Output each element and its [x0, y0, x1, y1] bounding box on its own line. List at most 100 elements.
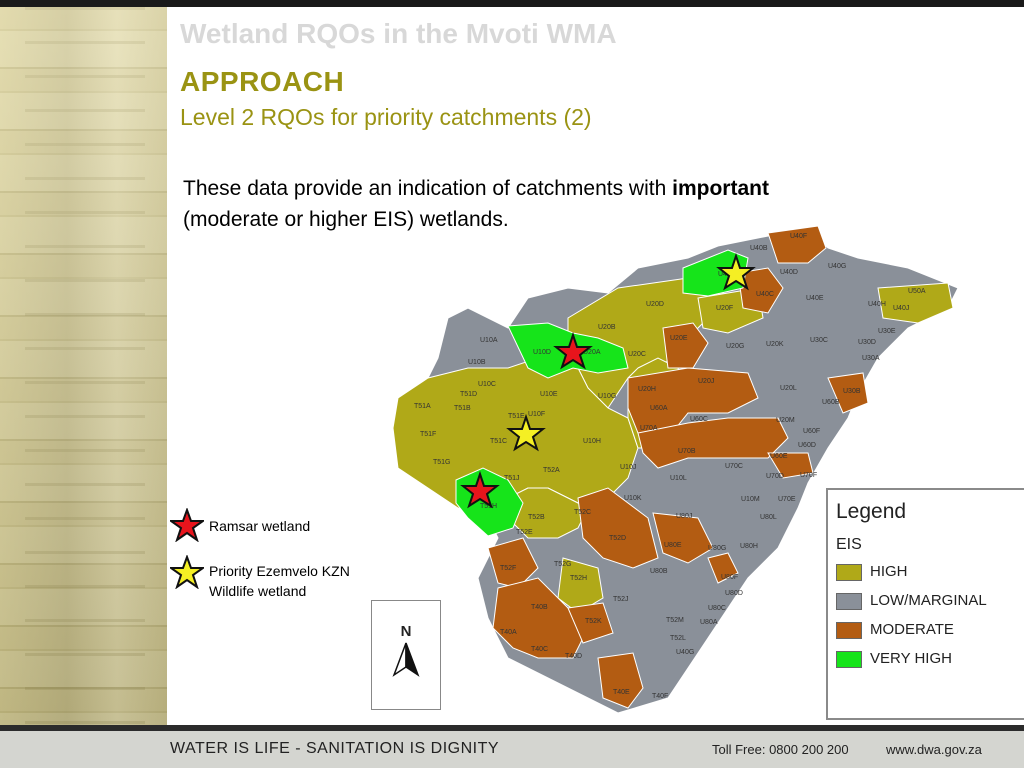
catchment-label-t51h: T51H: [480, 503, 497, 510]
catchment-label-t40c: T40C: [531, 646, 548, 653]
catchment-label-u30a: U30A: [862, 355, 880, 362]
catchment-label-u40g: U40G: [676, 649, 694, 656]
catchment-label-t51f: T51F: [420, 431, 436, 438]
catchment-label-t51e: T51E: [508, 413, 525, 420]
catchment-label-u40e: U40E: [806, 295, 824, 302]
catchment-label-u10k: U10K: [624, 495, 642, 502]
catchment-label-u10m: U10M: [741, 496, 760, 503]
catchment-label-u10d: U10D: [533, 349, 551, 356]
region-moderate-u20e: [662, 322, 709, 369]
catchment-label-u20l: U20L: [780, 385, 797, 392]
catchment-label-u10a: U10A: [480, 337, 498, 344]
region-moderate-u30b: [827, 372, 869, 414]
catchment-label-u60e: U60E: [770, 453, 788, 460]
catchment-label-u80h: U80H: [740, 543, 758, 550]
region-high-u50a: [877, 282, 954, 324]
catchment-label-u20b: U20B: [598, 324, 616, 331]
legend-subtitle: EIS: [836, 536, 862, 553]
catchment-label-t52l: T52L: [670, 635, 686, 642]
ramsar-star-t51h: [460, 470, 500, 509]
legend-swatch-moderate: [836, 622, 862, 639]
catchment-label-u80a: U80A: [700, 619, 718, 626]
catchment-label-t52h: T52H: [570, 575, 587, 582]
catchment-label-u60b: U60B: [822, 399, 840, 406]
catchment-label-u20e: U20E: [670, 335, 688, 342]
region-moderate-u80f: [707, 552, 739, 584]
catchment-label-t51d: T51D: [460, 391, 477, 398]
catchment-label-u20f: U20F: [716, 305, 733, 312]
region-moderate-t40e: [597, 652, 644, 709]
body-text-part2: (moderate or higher EIS) wetlands.: [183, 208, 509, 231]
catchment-label-u10f: U10F: [528, 411, 545, 418]
catchment-label-u60c: U60C: [690, 416, 708, 423]
slide-subheading: Level 2 RQOs for priority catchments (2): [180, 104, 592, 130]
footer-website: www.dwa.gov.za: [886, 742, 982, 757]
catchment-label-u10c: U10C: [478, 381, 496, 388]
catchment-label-u80b: U80B: [650, 568, 668, 575]
catchment-label-u80j: U80J: [676, 513, 692, 520]
catchment-label-u80e: U80E: [664, 542, 682, 549]
catchment-label-u70b: U70B: [678, 448, 696, 455]
catchment-label-u80c: U80C: [708, 605, 726, 612]
priority-label-line1: Priority Ezemvelo KZN: [209, 563, 350, 579]
catchment-label-u20c: U20C: [628, 351, 646, 358]
catchment-label-u80d: U80D: [725, 590, 743, 597]
catchment-label-u80l: U80L: [760, 514, 777, 521]
catchment-label-u50a: U50A: [908, 288, 926, 295]
body-text: These data provide an indication of catc…: [183, 173, 923, 235]
catchment-label-u20g: U20G: [726, 343, 744, 350]
pillar-texture: [25, 7, 145, 725]
footer-bar: [0, 725, 1024, 768]
map-legend: Legend EIS HIGH LOW/MARGINAL MODERATE VE…: [826, 488, 1024, 720]
catchment-label-u40g: U40G: [828, 263, 846, 270]
catchment-label-u70f: U70F: [800, 472, 817, 479]
panel-shade: [0, 7, 167, 725]
region-moderate-t52cd: [577, 487, 659, 569]
catchment-label-u20k: U20K: [766, 341, 784, 348]
catchment-label-t40b: T40B: [531, 604, 548, 611]
catchment-label-u80g: U80G: [708, 545, 726, 552]
body-text-part1: These data provide an indication of catc…: [183, 177, 673, 200]
legend-title: Legend: [836, 500, 907, 523]
catchment-label-u20m: U20M: [776, 417, 795, 424]
ramsar-star-u10d: [553, 331, 593, 370]
catchment-label-u10b: U10B: [468, 359, 486, 366]
legend-label-moderate: MODERATE: [870, 621, 954, 638]
catchment-label-t51j: T51J: [504, 475, 520, 482]
catchment-label-u60f: U60F: [803, 428, 820, 435]
region-moderate-u60: [637, 417, 789, 469]
slide-series-title: Wetland RQOs in the Mvoti WMA: [180, 18, 617, 49]
body-text-bold: important: [672, 177, 769, 200]
region-moderate-u60e: [767, 452, 814, 479]
legend-swatch-low-marginal: [836, 593, 862, 610]
catchment-label-t51a: T51A: [414, 403, 431, 410]
region-moderate-u40c: [737, 267, 784, 314]
catchment-label-t40a: T40A: [500, 629, 517, 636]
ramsar-star-icon: [170, 508, 204, 542]
catchment-map: U40FU40BU40AU40DU40GU40CU40EU40HU50AU40J…: [392, 225, 959, 714]
region-moderate-t52k: [567, 602, 614, 644]
catchment-label-u10j: U10J: [620, 464, 636, 471]
footer-slogan: WATER IS LIFE - SANITATION IS DIGNITY: [170, 740, 500, 757]
ramsar-label: Ramsar wetland: [209, 518, 311, 534]
region-moderate-u80e: [652, 512, 714, 564]
catchment-label-u30e: U30E: [878, 328, 896, 335]
catchment-label-t51c: T51C: [490, 438, 507, 445]
catchment-label-u20h: U20H: [638, 386, 656, 393]
catchment-label-u70d: U70D: [766, 473, 784, 480]
catchment-label-u40b: U40B: [750, 245, 768, 252]
legend-swatch-high: [836, 564, 862, 581]
footer-toll-free: Toll Free: 0800 200 200: [712, 742, 849, 757]
catchment-label-u40f: U40F: [790, 233, 807, 240]
north-arrow-box: N: [371, 600, 441, 710]
catchment-label-t52a: T52A: [543, 467, 560, 474]
catchment-label-u70a: U70A: [640, 425, 658, 432]
catchment-label-u60d: U60D: [798, 442, 816, 449]
catchment-label-u60a: U60A: [650, 405, 668, 412]
region-moderate-t52f: [487, 537, 539, 589]
legend-label-high: HIGH: [870, 563, 908, 580]
catchment-label-u20d: U20D: [646, 301, 664, 308]
priority-star-u40a: [716, 252, 756, 291]
catchment-label-u10e: U10E: [540, 391, 558, 398]
catchment-label-u10g: U10G: [598, 393, 616, 400]
